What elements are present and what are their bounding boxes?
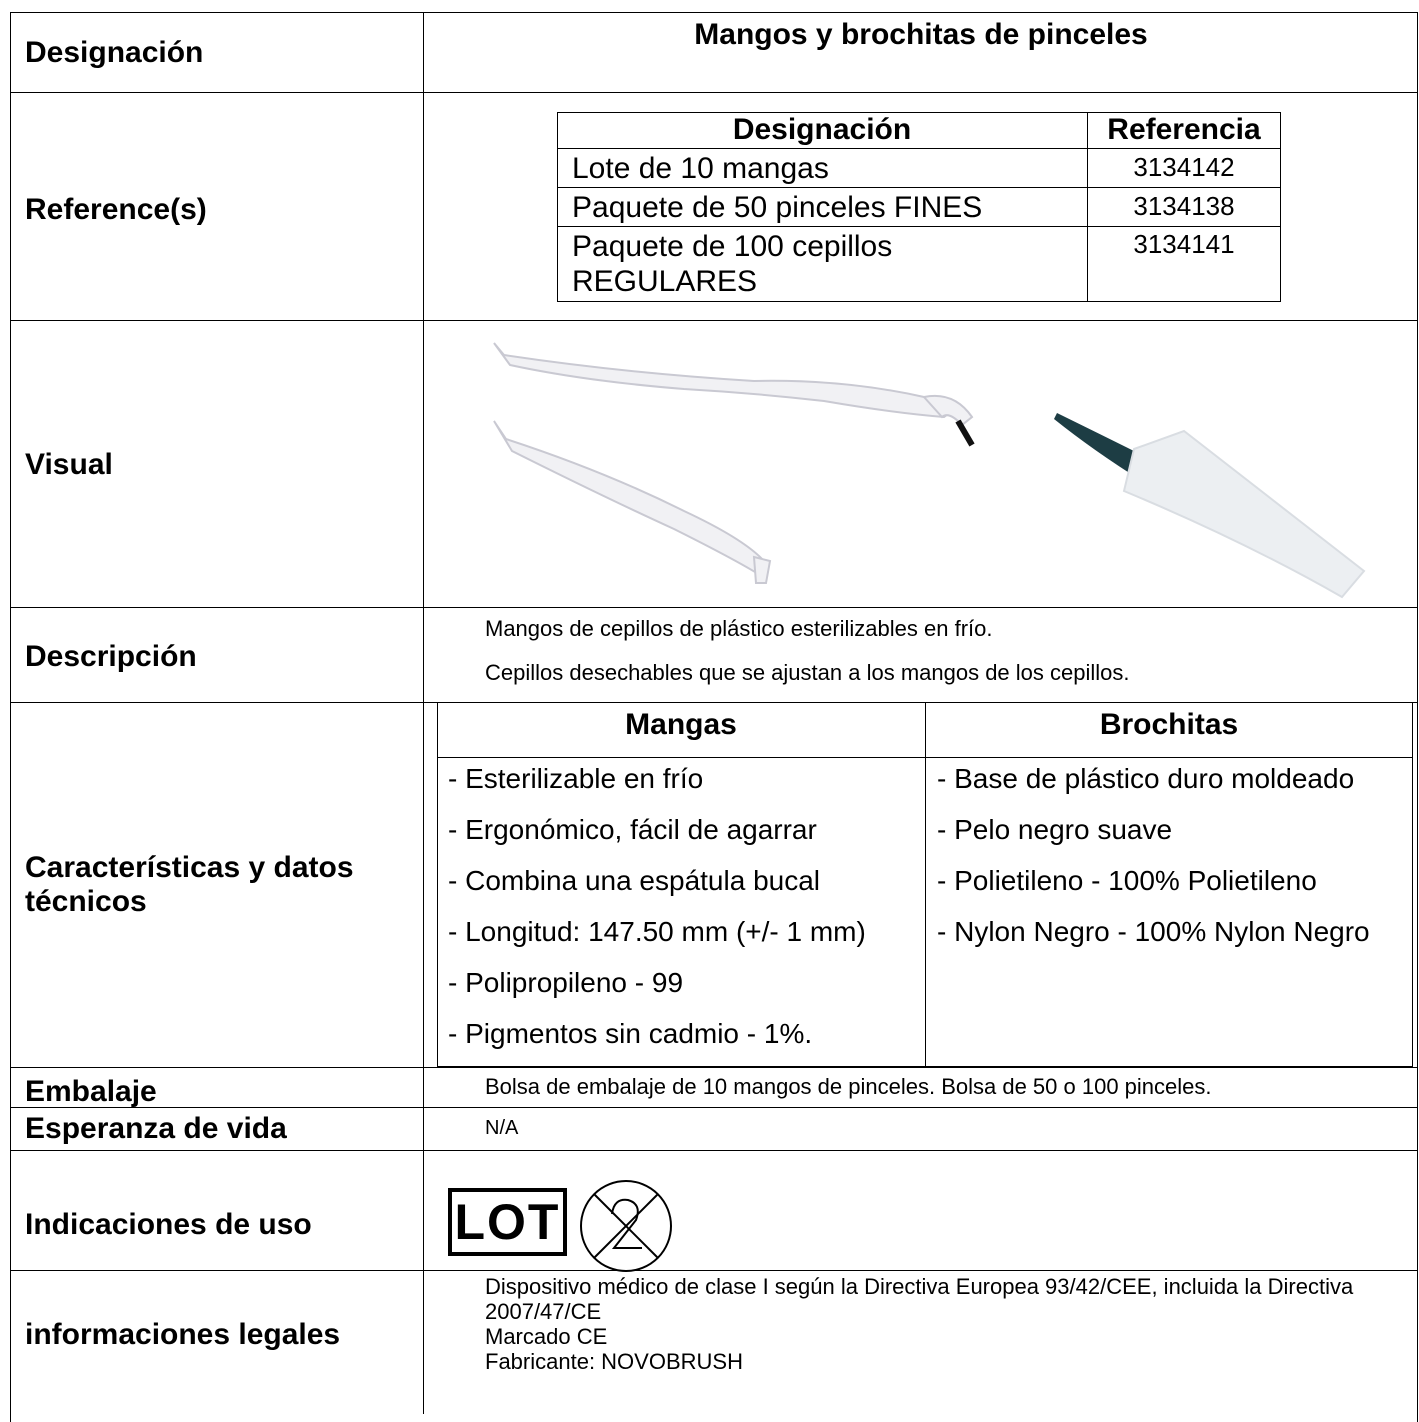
lifespan-text: N/A	[485, 1117, 519, 1139]
ref-name: Lote de 10 mangas	[572, 152, 829, 185]
char-divider	[437, 757, 1413, 758]
char-item: - Pigmentos sin cadmio - 1%.	[448, 1018, 813, 1049]
char-list: - Base de plástico duro moldeado - Pelo n…	[937, 763, 1370, 967]
char-item: - Polipropileno - 99	[448, 967, 684, 998]
row-line	[10, 1107, 1418, 1108]
brush-base	[1122, 429, 1366, 599]
ref-divider	[557, 187, 1281, 188]
outer-frame	[10, 12, 1418, 1422]
legal-line: Marcado CE	[485, 1324, 608, 1349]
ref-table	[557, 112, 1281, 302]
ref-divider	[557, 148, 1281, 149]
row-line	[10, 1270, 1418, 1271]
brush-handle	[493, 342, 974, 584]
ref-divider	[1087, 112, 1088, 302]
legal-line: Fabricante: NOVOBRUSH	[485, 1349, 743, 1374]
char-item: - Esterilizable en frío	[448, 763, 704, 794]
char-item: - Base de plástico duro moldeado	[937, 763, 1355, 794]
ref-code: 3134141	[1133, 229, 1235, 259]
ref-name: Paquete de 100 cepillos REGULARES	[572, 230, 893, 298]
char-divider	[925, 702, 926, 1067]
char-heading: Mangas	[625, 708, 737, 741]
single-use-symbol	[580, 1180, 672, 1272]
legal-line: Dispositivo médico de clase I según la D…	[485, 1274, 1354, 1324]
row-label: Esperanza de vida	[25, 1111, 287, 1145]
char-item: - Nylon Negro - 100% Nylon Negro	[937, 916, 1370, 947]
row-label: Visual	[25, 448, 113, 481]
ref-name: Paquete de 50 pinceles FINES	[572, 191, 983, 224]
ref-header: Designación	[732, 113, 912, 146]
lot-symbol: LOT	[448, 1188, 567, 1256]
ref-code: 3134142	[1133, 152, 1235, 182]
product-image	[493, 342, 1366, 599]
ref-header: Referencia	[1107, 113, 1261, 146]
char-item: - Polietileno - 100% Polietileno	[937, 865, 1317, 896]
description-line: Cepillos desechables que se ajustan a lo…	[485, 660, 1130, 685]
packaging-text: Bolsa de embalaje de 10 mangos de pincel…	[485, 1074, 1212, 1099]
row-line	[10, 92, 1418, 93]
column-divider	[423, 12, 424, 1414]
row-label: Indicaciones de uso	[25, 1208, 312, 1241]
ref-divider	[557, 226, 1281, 227]
char-list: - Esterilizable en frío - Ergonómico, fác…	[448, 763, 866, 1069]
row-label: Reference(s)	[25, 193, 207, 226]
row-label: Características y datos técnicos	[25, 850, 354, 918]
char-heading: Brochitas	[1099, 708, 1239, 741]
description-line: Mangos de cepillos de plástico esteriliz…	[485, 616, 993, 641]
row-line	[10, 1067, 1418, 1068]
char-item: - Pelo negro suave	[937, 814, 1173, 845]
ref-code: 3134138	[1133, 191, 1235, 221]
row-label: Embalaje	[25, 1075, 157, 1108]
row-label: informaciones legales	[25, 1318, 341, 1351]
row-label: Descripción	[25, 640, 197, 673]
row-line	[10, 320, 1418, 321]
row-label: Designación	[25, 36, 204, 69]
char-item: - Longitud: 147.50 mm (+/- 1 mm)	[448, 916, 866, 947]
row-line	[10, 1150, 1418, 1151]
row-line	[10, 607, 1418, 608]
char-item: - Combina una espátula bucal	[448, 865, 821, 896]
char-item: - Ergonómico, fácil de agarrar	[448, 814, 817, 845]
product-title: Mangos y brochitas de pinceles	[694, 18, 1148, 51]
brush-bristles	[1054, 413, 1154, 481]
brush-tip	[955, 419, 975, 447]
